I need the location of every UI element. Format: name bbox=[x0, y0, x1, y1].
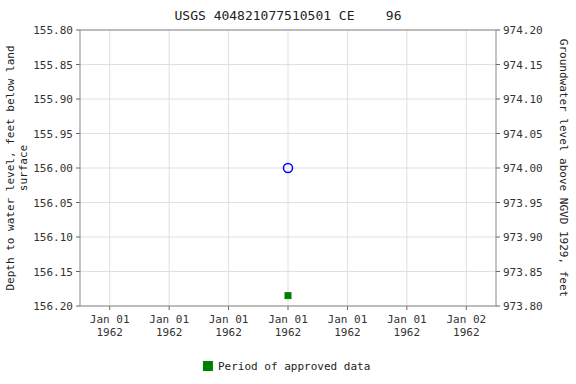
tick-mark bbox=[76, 99, 80, 100]
legend-label: Period of approved data bbox=[218, 360, 370, 373]
x-tick-label: Jan 011962 bbox=[387, 313, 427, 339]
tick-mark bbox=[109, 306, 110, 310]
tick-mark bbox=[496, 99, 500, 100]
grid-line bbox=[347, 30, 348, 306]
grid-line bbox=[288, 30, 289, 306]
y-tick-label: 156.15 bbox=[33, 266, 73, 279]
marks bbox=[284, 164, 293, 299]
tick-mark bbox=[76, 64, 80, 65]
tick-mark bbox=[347, 306, 348, 310]
tick-mark bbox=[496, 271, 500, 272]
legend-swatch bbox=[203, 361, 213, 371]
y-axis-label: Depth to water level, feet below landsur… bbox=[4, 45, 30, 290]
tick-mark bbox=[496, 237, 500, 238]
grid-line bbox=[228, 30, 229, 306]
y2-tick-label: 973.90 bbox=[503, 231, 543, 244]
x-tick-label: Jan 011962 bbox=[149, 313, 189, 339]
y2-tick-label: 973.95 bbox=[503, 197, 543, 210]
y-tick-label: 156.10 bbox=[33, 231, 73, 244]
background bbox=[0, 0, 576, 384]
tick-mark bbox=[76, 306, 80, 307]
tick-mark bbox=[76, 133, 80, 134]
tick-mark bbox=[496, 133, 500, 134]
y2-axis-label: Groundwater level above NGVD 1929, feet bbox=[557, 39, 570, 297]
tick-mark bbox=[76, 271, 80, 272]
y-tick-label: 155.95 bbox=[33, 128, 73, 141]
x-tick-label: Jan 011962 bbox=[209, 313, 249, 339]
tick-mark bbox=[406, 306, 407, 310]
point bbox=[285, 293, 291, 299]
y-tick-label: 156.05 bbox=[33, 197, 73, 210]
x-tick-label: Jan 011962 bbox=[328, 313, 368, 339]
tick-mark bbox=[76, 202, 80, 203]
y-tick-label: 156.00 bbox=[33, 162, 73, 175]
y2-tick-label: 974.20 bbox=[503, 24, 543, 37]
y2-tick-label: 974.15 bbox=[503, 59, 543, 72]
y-tick-label: 155.80 bbox=[33, 24, 73, 37]
tick-mark bbox=[496, 306, 500, 307]
y2-tick-label: 973.80 bbox=[503, 300, 543, 313]
chart: 155.80 155.85 155.90 155.95 156.00 156.05 156.… bbox=[0, 0, 576, 384]
tick-mark bbox=[76, 30, 80, 31]
x-tick-label: Jan 021962 bbox=[446, 313, 486, 339]
grid-line bbox=[466, 30, 467, 306]
x-tick-label: Jan 011962 bbox=[268, 313, 308, 339]
y-tick-label: 156.20 bbox=[33, 300, 73, 313]
tick-mark bbox=[466, 306, 467, 310]
tick-mark bbox=[496, 30, 500, 31]
y-tick-label: 155.90 bbox=[33, 93, 73, 106]
legend: Period of approved data bbox=[203, 360, 370, 373]
y-tick-label: 155.85 bbox=[33, 59, 73, 72]
grid-line bbox=[406, 30, 407, 306]
plot-frame bbox=[80, 30, 496, 306]
axes: 155.80 155.85 155.90 155.95 156.00 156.05 156.… bbox=[33, 24, 543, 339]
tick-mark bbox=[496, 64, 500, 65]
grid-line bbox=[169, 30, 170, 306]
tick-mark bbox=[169, 306, 170, 310]
tick-mark bbox=[496, 168, 500, 169]
tick-mark bbox=[496, 202, 500, 203]
point bbox=[284, 164, 293, 173]
y2-tick-label: 973.85 bbox=[503, 266, 543, 279]
x-tick-label: Jan 011962 bbox=[90, 313, 130, 339]
tick-mark bbox=[228, 306, 229, 310]
y2-tick-label: 974.10 bbox=[503, 93, 543, 106]
tick-mark bbox=[76, 237, 80, 238]
title: USGS 404821077510501 CE 96 bbox=[175, 8, 402, 23]
y2-tick-label: 974.05 bbox=[503, 128, 543, 141]
y2-tick-label: 974.00 bbox=[503, 162, 543, 175]
tick-mark bbox=[76, 168, 80, 169]
grid bbox=[80, 30, 496, 306]
tick-mark bbox=[288, 306, 289, 310]
grid-line bbox=[109, 30, 110, 306]
